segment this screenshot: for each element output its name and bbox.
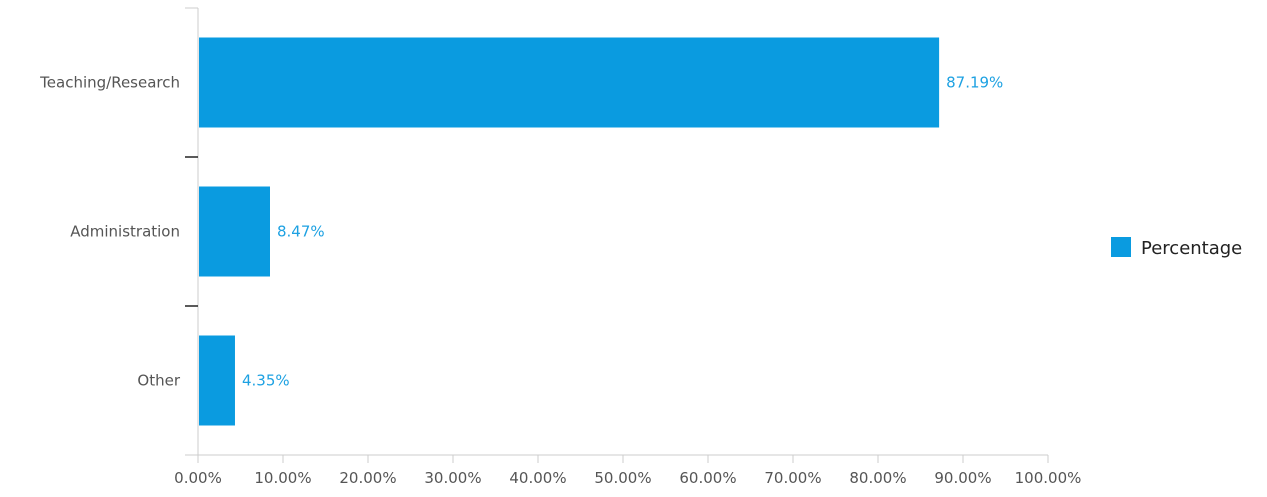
labels: 0.00% 10.00% 20.00% 30.00% 40.00% 50.00% 60.00… <box>39 74 1081 488</box>
category-label: Teaching/Research <box>39 74 180 92</box>
data-label: 4.35% <box>242 372 290 390</box>
bars <box>199 37 940 426</box>
legend: Percentage <box>1111 237 1242 259</box>
x-tick-label: 10.00% <box>254 469 311 487</box>
legend-swatch <box>1111 237 1131 257</box>
category-label: Other <box>137 372 180 390</box>
bar <box>199 37 940 128</box>
bar <box>199 186 270 277</box>
axes <box>185 7 1049 463</box>
bar <box>199 335 235 426</box>
x-tick-label: 0.00% <box>174 469 222 487</box>
x-tick-label: 50.00% <box>594 469 651 487</box>
x-tick-label: 20.00% <box>339 469 396 487</box>
x-tick-label: 40.00% <box>509 469 566 487</box>
x-tick-label: 60.00% <box>679 469 736 487</box>
data-label: 8.47% <box>277 223 325 241</box>
x-tick-label: 70.00% <box>764 469 821 487</box>
x-tick-label: 80.00% <box>849 469 906 487</box>
x-tick-label: 90.00% <box>934 469 991 487</box>
legend-label: Percentage <box>1141 238 1242 259</box>
x-tick-label: 30.00% <box>424 469 481 487</box>
data-label: 87.19% <box>946 74 1003 92</box>
category-label: Administration <box>70 223 180 241</box>
x-tick-label: 100.00% <box>1015 469 1082 487</box>
